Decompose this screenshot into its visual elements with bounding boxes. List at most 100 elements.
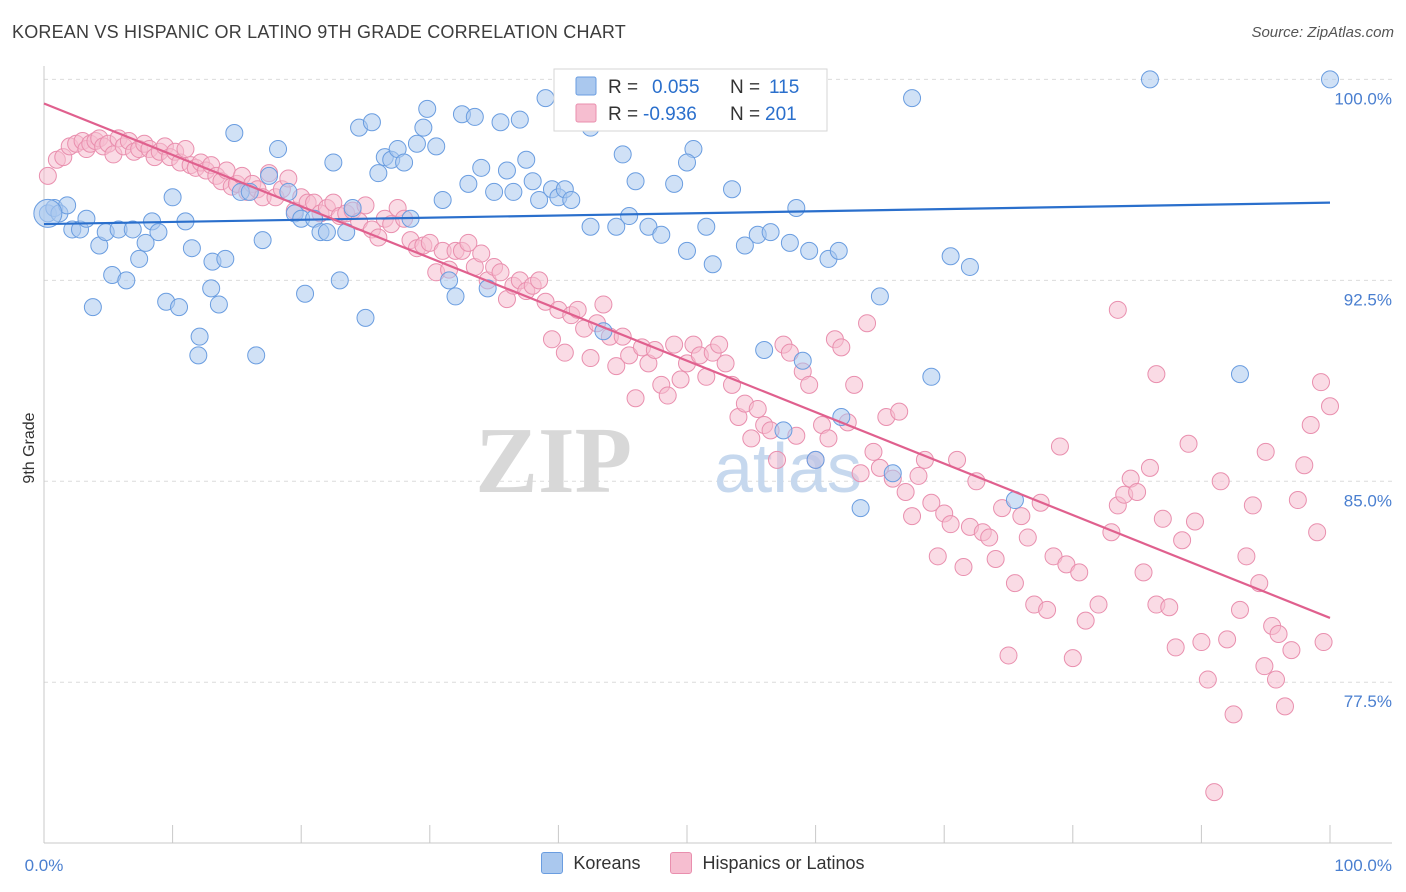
korean-point [395, 153, 414, 172]
korean-point [903, 89, 922, 108]
hispanic-point [1160, 598, 1179, 617]
hispanic-point [858, 314, 877, 333]
korean-trend-line [43, 201, 1331, 226]
hispanic-point [568, 300, 587, 319]
legend-n-label-koreans: N = [730, 77, 760, 98]
hispanic-point [1256, 442, 1275, 461]
hispanic-point [1050, 437, 1069, 456]
hispanic-point [607, 357, 626, 376]
hispanic-point [1211, 472, 1230, 491]
y-tick-label: 77.5% [1344, 692, 1392, 711]
y-tick-label: 92.5% [1344, 290, 1392, 309]
hispanic-point [555, 343, 574, 362]
legend-r-label-hispanics: R = [608, 104, 638, 125]
watermark-zip: ZIP [475, 409, 632, 513]
korean-point [697, 217, 716, 236]
hispanic-point [620, 346, 639, 365]
hispanic-point [1057, 555, 1076, 574]
hispanic-point [1192, 633, 1211, 652]
korean-point [440, 271, 459, 290]
korean-point [678, 153, 696, 172]
korean-point [209, 295, 228, 314]
legend-label-hispanics: Hispanics or Latinos [702, 852, 865, 873]
korean-point [851, 499, 870, 518]
hispanic-point [1237, 547, 1256, 566]
hispanic-point [665, 335, 684, 354]
korean-point [613, 145, 632, 164]
hispanic-point [1243, 496, 1262, 515]
hispanic-point [1314, 633, 1333, 652]
hispanic-point [491, 263, 510, 282]
legend-swatch-hispanics [575, 103, 597, 123]
legend-n-label-hispanics: N = [730, 104, 760, 125]
korean-point [407, 134, 426, 153]
legend-item-koreans: Koreans [541, 852, 640, 874]
correlation-legend: R = 0.055 N = 115 R = -0.936 N = 201 [553, 68, 828, 132]
korean-point [497, 161, 516, 180]
korean-point [755, 341, 774, 360]
y-tick-label: 100.0% [1334, 89, 1392, 108]
hispanic-point [542, 330, 561, 349]
hispanic-point [1063, 649, 1082, 668]
korean-point [504, 182, 523, 201]
hispanic-point [1038, 600, 1057, 619]
legend-label-koreans: Koreans [573, 852, 641, 873]
hispanic-point [530, 271, 549, 290]
legend-item-hispanics: Hispanics or Latinos [670, 852, 865, 874]
hispanic-point [1166, 638, 1185, 657]
korean-point [324, 153, 343, 172]
korean-point [317, 223, 336, 242]
hispanic-point [472, 244, 491, 263]
hispanic-point [1070, 563, 1089, 582]
tick-labels: 77.5% 85.0% 92.5% 100.0% 0.0% 100.0% [25, 89, 1392, 875]
korean-point [735, 236, 754, 255]
legend-swatch-koreans [575, 76, 597, 96]
hispanic-point [716, 354, 735, 373]
korean-point [620, 207, 639, 226]
korean-point [491, 113, 510, 132]
legend-r-label-koreans: R = [608, 77, 638, 98]
hispanic-point [1308, 523, 1327, 542]
hispanic-point [1295, 456, 1314, 475]
hispanic-point [1005, 574, 1024, 593]
hispanic-point [1044, 547, 1063, 566]
hispanic-point [832, 338, 851, 357]
korean-point [149, 223, 168, 242]
korean-point [465, 107, 484, 126]
hispanic-point [1321, 397, 1339, 416]
hispanic-point [1311, 373, 1330, 392]
hispanic-point [626, 389, 645, 408]
korean-point [536, 89, 555, 108]
korean-point [182, 239, 201, 258]
korean-point [136, 233, 155, 252]
hispanic-point [1230, 600, 1249, 619]
korean-point [652, 225, 671, 244]
hispanic-point [922, 493, 941, 512]
korean-point [163, 188, 182, 207]
hispanic-point [928, 547, 947, 566]
korean-point [414, 118, 433, 137]
korean-point [562, 190, 581, 209]
chart-source: Source: ZipAtlas.com [1251, 24, 1394, 41]
korean-point [189, 346, 208, 365]
korean-point [780, 233, 799, 252]
x-tick-label-max: 100.0% [1334, 856, 1392, 875]
legend-r-value-koreans: 0.055 [652, 77, 700, 98]
hispanic-point [1275, 697, 1294, 716]
hispanic-point [999, 646, 1018, 665]
korean-point [1140, 70, 1159, 89]
korean-point [247, 346, 266, 365]
legend-r-value-hispanics: -0.936 [643, 104, 697, 125]
hispanic-point [1153, 509, 1172, 528]
watermark-atlas: atlas [714, 429, 862, 507]
korean-point [1230, 365, 1249, 384]
hispanic-point [748, 399, 767, 418]
x-tick-label-min: 0.0% [25, 856, 64, 875]
korean-point [33, 198, 63, 228]
korean-point [202, 279, 221, 298]
hispanic-point [1288, 491, 1307, 510]
hispanic-point [819, 429, 838, 448]
hispanic-point [459, 233, 478, 252]
korean-point [190, 327, 209, 346]
